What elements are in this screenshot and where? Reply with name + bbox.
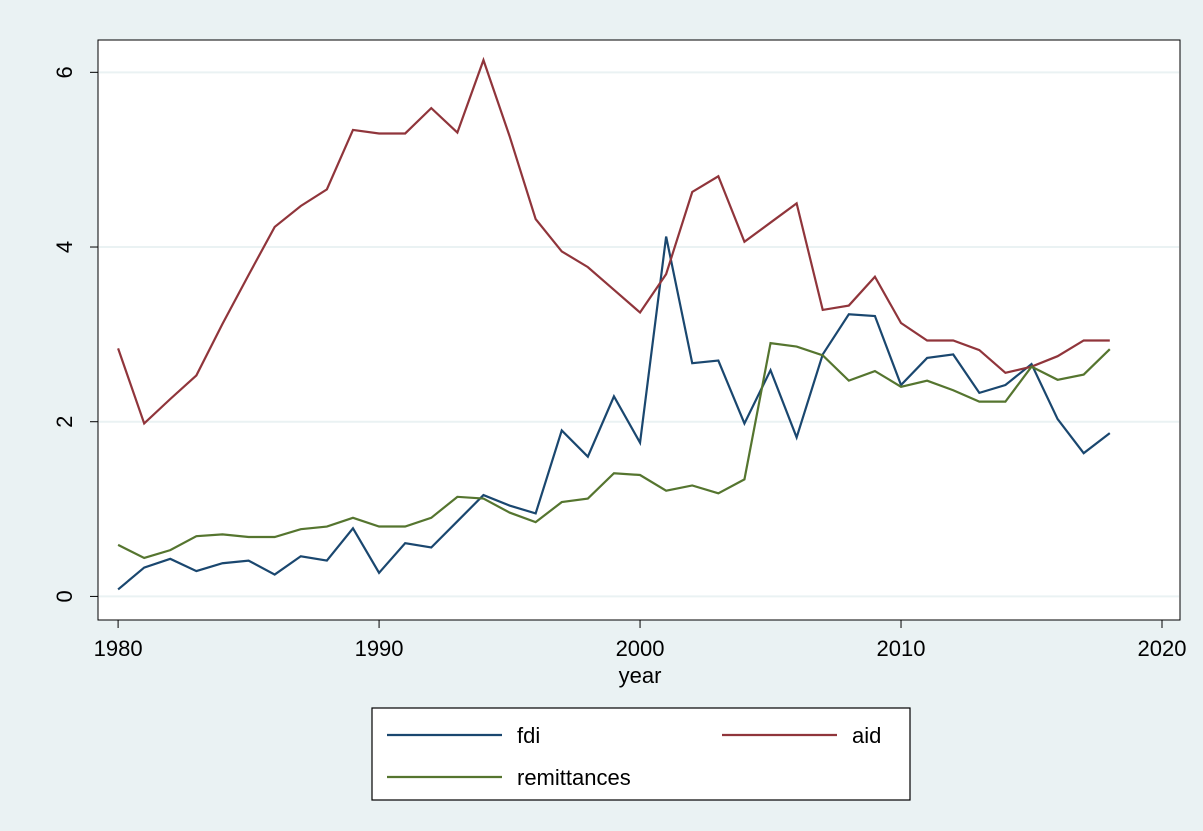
legend xyxy=(371,707,911,801)
line-series xyxy=(117,236,1111,591)
x-tick-label: 1980 xyxy=(94,636,143,661)
y-tick-label: 0 xyxy=(52,590,77,602)
x-axis-title: year xyxy=(619,663,662,688)
legend-label: fdi xyxy=(517,723,540,748)
line-series xyxy=(117,56,1110,426)
legend-label: aid xyxy=(852,723,881,748)
x-tick-label: 1990 xyxy=(355,636,404,661)
plot-area xyxy=(97,39,1181,621)
line-series xyxy=(117,341,1111,560)
y-tick-label: 4 xyxy=(52,241,77,253)
y-tick-label: 6 xyxy=(52,66,77,78)
x-tick-label: 2020 xyxy=(1138,636,1187,661)
x-tick-label: 2000 xyxy=(616,636,665,661)
legend-label: remittances xyxy=(517,765,631,790)
y-tick-label: 2 xyxy=(52,416,77,428)
x-tick-label: 2010 xyxy=(877,636,926,661)
